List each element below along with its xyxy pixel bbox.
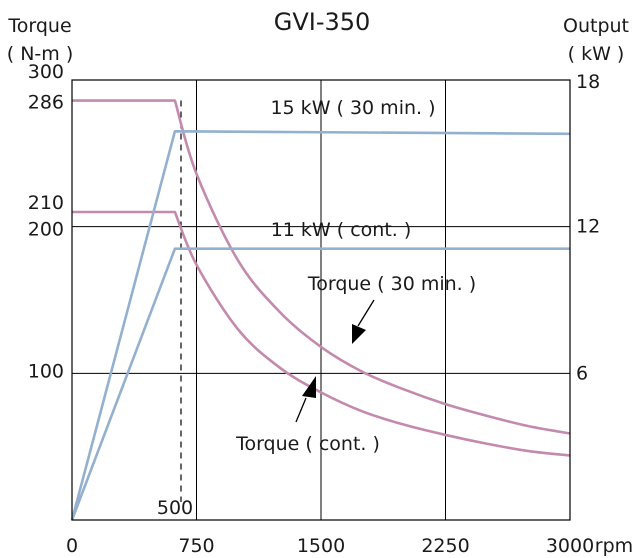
right-tick-label-0: 18 — [576, 71, 600, 93]
series-line-1 — [72, 210, 571, 457]
left-tick-label-3: 200 — [28, 219, 64, 241]
grid — [72, 80, 570, 520]
x-tick-label-3: 2250 — [421, 535, 469, 557]
x-tick-label-4: 3000 — [546, 535, 594, 557]
tick-labels: 300 286 210 200 100 18 12 6 0 750 1500 2250 3000 rpm 5… — [28, 61, 633, 557]
plot-frame — [71, 79, 571, 521]
annotation-11kw: 11 kW ( cont. ) — [271, 219, 412, 241]
series-line-3 — [70, 247, 570, 521]
annotation-torque-30min: Torque ( 30 min. ) — [307, 273, 476, 295]
left-tick-label-1: 286 — [28, 92, 64, 114]
arrow-torque-cont — [295, 376, 316, 423]
left-tick-label-4: 100 — [28, 360, 64, 382]
left-tick-label-0: 300 — [28, 61, 64, 83]
right-tick-label-1: 12 — [576, 216, 600, 238]
series-group — [70, 99, 571, 521]
series-line-2 — [70, 130, 571, 521]
right-tick-label-2: 6 — [576, 362, 588, 384]
x-axis-unit: rpm — [595, 535, 633, 557]
left-tick-label-2: 210 — [28, 192, 64, 214]
left-axis-label-line1: Torque — [7, 15, 71, 37]
annotation-15kw: 15 kW ( 30 min. ) — [270, 97, 435, 119]
right-axis-label-line2: ( kW ) — [568, 43, 625, 65]
left-axis-label-line2: ( N-m ) — [7, 43, 73, 65]
rpm-500-label: 500 — [157, 497, 193, 519]
arrow-torque-30min — [352, 299, 375, 344]
x-tick-label-1: 750 — [178, 535, 214, 557]
right-axis-label-line1: Output — [563, 15, 629, 37]
x-tick-label-2: 1500 — [297, 535, 345, 557]
chart-title: GVI-350 — [274, 8, 371, 36]
series-line-0 — [72, 99, 571, 435]
x-tick-label-0: 0 — [66, 535, 78, 557]
annotation-torque-cont: Torque ( cont. ) — [235, 433, 380, 455]
